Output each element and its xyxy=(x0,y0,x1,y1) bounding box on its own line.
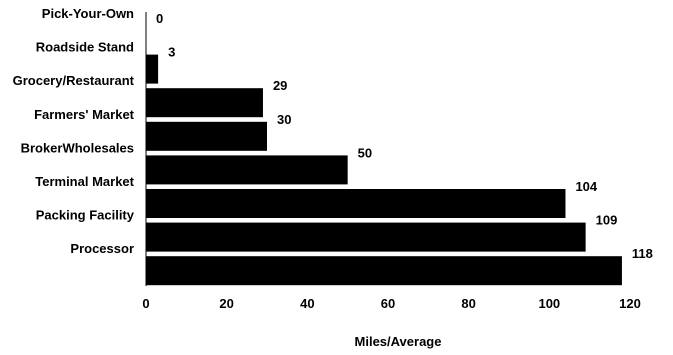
x-tick-label: 20 xyxy=(219,296,233,311)
data-label: 0 xyxy=(156,11,163,26)
bar xyxy=(146,121,267,151)
x-tick-label: 120 xyxy=(619,296,641,311)
data-label: 118 xyxy=(632,246,653,261)
category-label: Roadside Stand xyxy=(36,40,134,55)
category-label: Farmers' Market xyxy=(34,107,135,122)
category-label: Processor xyxy=(70,241,134,256)
x-axis-title: Miles/Average xyxy=(355,334,442,349)
bar xyxy=(146,222,586,252)
data-label: 29 xyxy=(273,78,287,93)
data-label: 109 xyxy=(596,213,618,228)
labels-layer: Pick-Your-Own 0 Roadside Stand 3 Grocery/Res… xyxy=(13,6,653,311)
bar xyxy=(146,54,159,84)
x-tick-label: 40 xyxy=(300,296,314,311)
data-label: 50 xyxy=(358,145,372,160)
data-label: 3 xyxy=(168,45,175,60)
x-tick-label: 100 xyxy=(538,296,560,311)
category-label: Pick-Your-Own xyxy=(42,6,134,21)
data-label: 30 xyxy=(277,112,291,127)
bar xyxy=(146,88,263,118)
bar xyxy=(146,155,348,185)
bar xyxy=(146,189,566,218)
category-label: Packing Facility xyxy=(36,208,135,223)
bars-layer xyxy=(146,54,622,286)
x-tick-label: 80 xyxy=(461,296,475,311)
bar xyxy=(146,256,622,286)
category-label: BrokerWholesales xyxy=(21,140,134,155)
x-tick-label: 60 xyxy=(381,296,395,311)
x-tick-label: 0 xyxy=(142,296,149,311)
category-label: Terminal Market xyxy=(35,174,134,189)
data-label: 104 xyxy=(575,179,597,194)
category-label: Grocery/Restaurant xyxy=(13,73,135,88)
